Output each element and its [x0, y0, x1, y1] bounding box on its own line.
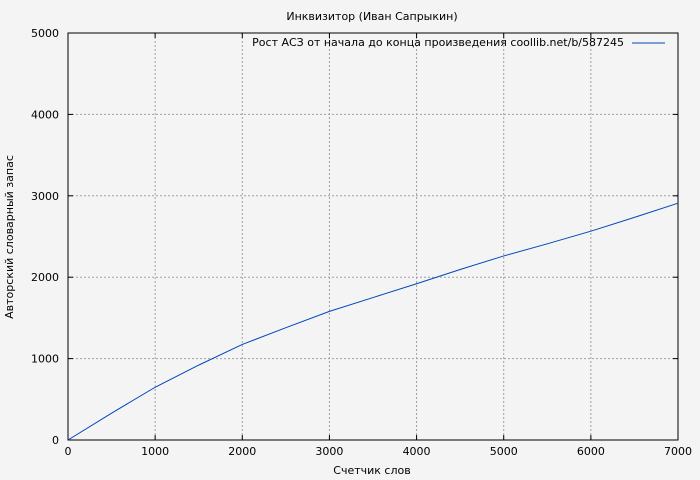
ticks: 0 1000 2000 3000 4000 5000 6000 7000 0 1000 2000 30… — [31, 27, 692, 458]
x-tick-label: 5000 — [490, 445, 518, 458]
y-tick-label: 5000 — [31, 27, 59, 40]
y-tick-label: 4000 — [31, 108, 59, 121]
x-tick-label: 1000 — [141, 445, 169, 458]
x-tick-label: 2000 — [228, 445, 256, 458]
y-tick-label: 0 — [52, 434, 59, 447]
chart-title: Инквизитор (Иван Сапрыкин) — [286, 10, 457, 23]
x-axis-label: Счетчик слов — [333, 464, 410, 477]
x-tick-label: 0 — [65, 445, 72, 458]
x-tick-label: 6000 — [577, 445, 605, 458]
legend-label: Рост АСЗ от начала до конца произведения… — [252, 36, 624, 49]
y-axis-label: Авторский словарный запас — [3, 155, 16, 319]
y-tick-label: 1000 — [31, 353, 59, 366]
plot-frame — [67, 32, 679, 441]
grid — [68, 33, 678, 440]
x-tick-label: 7000 — [664, 445, 692, 458]
legend: Рост АСЗ от начала до конца произведения… — [252, 36, 665, 49]
series-line — [67, 202, 679, 441]
x-tick-label: 4000 — [403, 445, 431, 458]
y-tick-label: 2000 — [31, 271, 59, 284]
x-tick-label: 3000 — [315, 445, 343, 458]
y-tick-label: 3000 — [31, 190, 59, 203]
